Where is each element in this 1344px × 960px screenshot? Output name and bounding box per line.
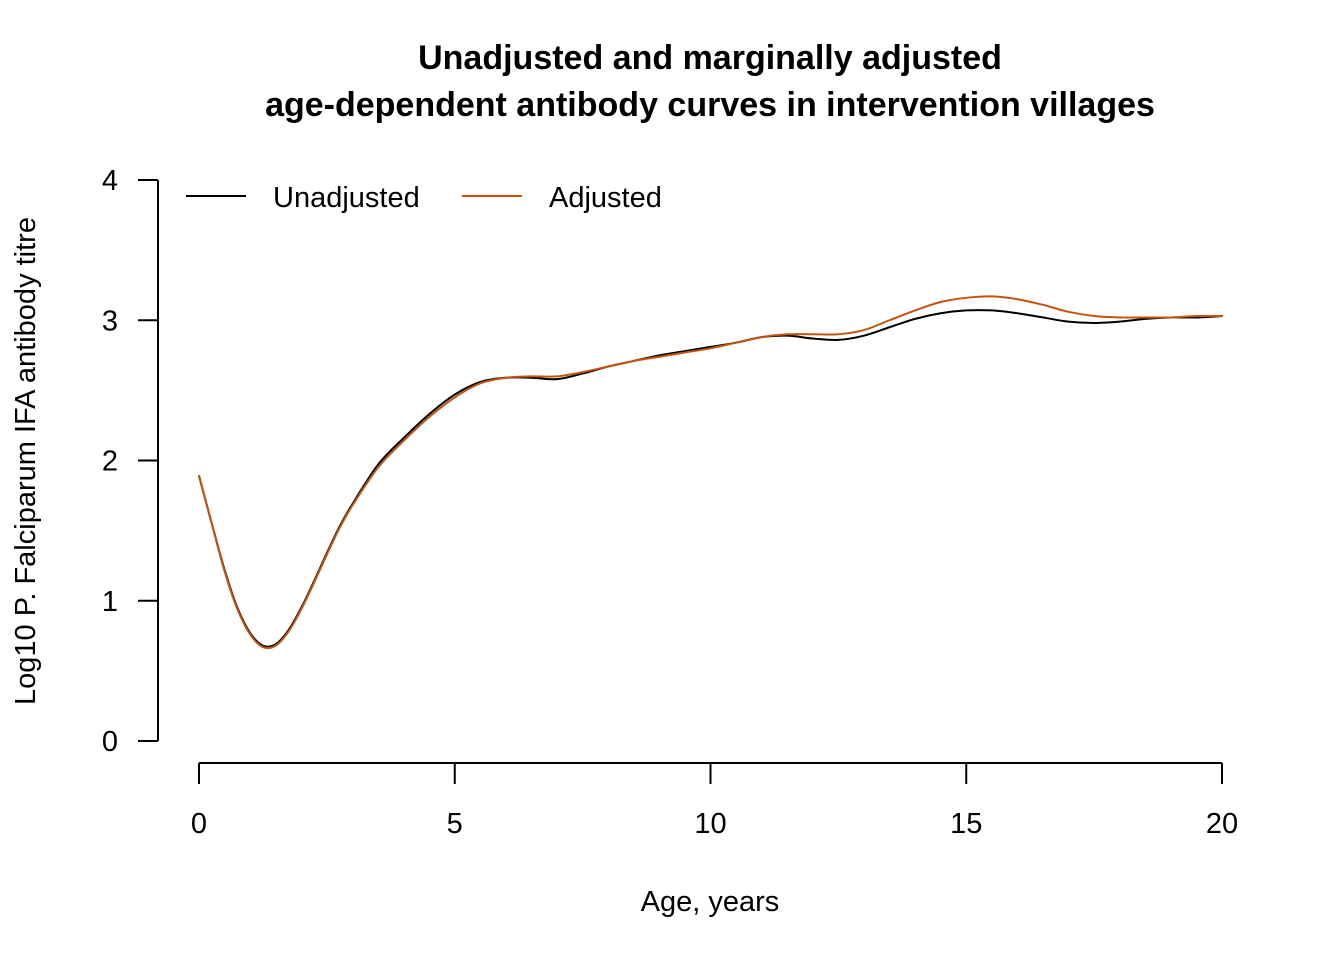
- x-tick-label: 20: [1206, 808, 1238, 840]
- x-tick-label: 0: [191, 808, 207, 840]
- legend: Unadjusted Adjusted: [186, 182, 662, 214]
- y-axis-label: Log10 P. Falciparum IFA antibody titre: [10, 217, 42, 705]
- x-tick-label: 5: [447, 808, 463, 840]
- x-axis-label: Age, years: [641, 886, 780, 918]
- legend-label-adjusted: Adjusted: [549, 182, 662, 214]
- y-tick-label: 1: [102, 586, 118, 618]
- x-tick-label: 15: [950, 808, 982, 840]
- x-tick-label: 10: [694, 808, 726, 840]
- x-axis: 0 5 10 15 20: [191, 762, 1238, 840]
- y-tick-label: 3: [102, 305, 118, 337]
- series-line-unadjusted: [198, 309, 1223, 648]
- series-line-adjusted: [198, 295, 1223, 650]
- chart-title-line-2: age-dependent antibody curves in interve…: [265, 86, 1155, 124]
- series-group: [198, 295, 1223, 650]
- y-tick-label: 0: [102, 726, 118, 758]
- chart-title-line-1: Unadjusted and marginally adjusted: [418, 39, 1002, 77]
- legend-label-unadjusted: Unadjusted: [273, 182, 420, 214]
- y-tick-label: 2: [102, 446, 118, 478]
- y-axis: 0 1 2 3 4: [102, 165, 159, 758]
- y-tick-label: 4: [102, 165, 118, 197]
